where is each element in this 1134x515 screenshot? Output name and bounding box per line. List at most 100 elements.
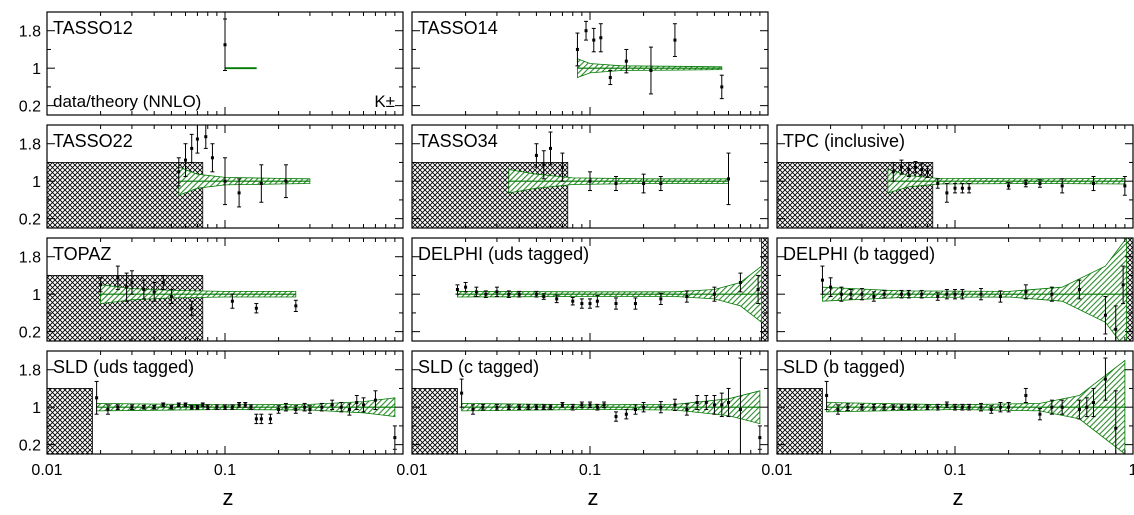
marker [602, 403, 606, 407]
data-point [944, 289, 949, 300]
data-point [195, 125, 200, 154]
marker [907, 292, 911, 296]
marker [362, 403, 366, 407]
data-point [1049, 399, 1054, 415]
panel-6: 0.2 1 1.8 TOPAZ [19, 237, 404, 342]
data-point [339, 402, 344, 413]
data-point [925, 165, 930, 178]
data-point [560, 152, 565, 182]
marker [206, 405, 210, 409]
data-point [570, 296, 575, 306]
data-point [534, 290, 539, 298]
data-point [214, 404, 219, 411]
marker [584, 29, 588, 33]
marker [960, 292, 964, 296]
data-point [203, 125, 208, 149]
data-point [602, 401, 607, 409]
data-point [906, 404, 911, 411]
marker [1050, 292, 1054, 296]
data-point [319, 402, 324, 412]
data-point [169, 404, 174, 410]
marker [967, 405, 971, 409]
marker [284, 405, 288, 409]
marker [599, 36, 603, 40]
panel-10: SLD (c tagged) [411, 350, 769, 455]
marker [642, 405, 646, 409]
y-tick-label: 1.8 [19, 24, 41, 41]
data-point [598, 23, 603, 53]
panel-11: SLD (b tagged) [776, 350, 1134, 455]
marker [588, 403, 592, 407]
marker [1121, 283, 1125, 287]
data-point [141, 279, 146, 300]
marker [624, 412, 628, 416]
data-point [738, 272, 743, 293]
marker [1114, 327, 1118, 331]
marker [960, 405, 964, 409]
data-point [672, 398, 677, 411]
marker [125, 285, 129, 289]
marker [920, 292, 924, 296]
marker [259, 417, 263, 421]
data-point [998, 402, 1003, 413]
data-point [254, 413, 259, 425]
data-point [195, 404, 200, 410]
marker [756, 288, 760, 291]
panel-title: TASSO22 [53, 131, 133, 151]
excluded-region [1126, 238, 1133, 341]
marker [614, 302, 618, 306]
data-point [824, 380, 829, 411]
data-point [1023, 284, 1028, 300]
data-point [554, 294, 559, 304]
marker [998, 405, 1002, 409]
marker [116, 276, 120, 280]
marker [284, 179, 288, 183]
marker [907, 405, 911, 409]
data-point [684, 403, 689, 416]
panel-8: DELPHI (b tagged) [776, 237, 1134, 342]
marker [215, 405, 219, 409]
data-point [719, 74, 724, 100]
data-point [223, 404, 227, 411]
data-point [98, 277, 103, 293]
data-point [243, 402, 248, 408]
marker [455, 288, 459, 291]
panel-title: TASSO12 [53, 18, 133, 38]
marker [633, 302, 637, 306]
marker [825, 393, 829, 397]
y-tick-label: 1 [32, 174, 41, 191]
data-point [124, 272, 129, 302]
marker [979, 405, 983, 409]
marker [1114, 426, 1118, 430]
y-tick-label: 1 [32, 61, 41, 78]
marker [542, 295, 546, 299]
marker [534, 405, 538, 409]
marker [268, 417, 272, 421]
data-point [614, 297, 619, 310]
data-point [494, 403, 499, 411]
marker [190, 405, 194, 409]
marker [347, 408, 351, 412]
data-point [223, 157, 227, 206]
data-point [871, 403, 876, 411]
data-point [361, 397, 366, 413]
data-point [658, 292, 663, 305]
panel-4: TASSO34 [411, 124, 769, 229]
data-point [115, 404, 120, 411]
marker [223, 179, 227, 183]
data-point [953, 183, 957, 194]
marker [542, 405, 546, 409]
marker [882, 405, 886, 409]
y-tick-label: 1.8 [19, 363, 41, 380]
marker [1103, 377, 1107, 381]
marker [936, 182, 940, 186]
marker [945, 292, 949, 296]
data-point [695, 394, 700, 411]
data-point [614, 411, 619, 422]
marker [1123, 184, 1127, 188]
data-point [455, 284, 460, 295]
marker [1007, 405, 1011, 409]
marker [712, 403, 716, 407]
marker [169, 295, 173, 299]
data-point [152, 281, 157, 302]
